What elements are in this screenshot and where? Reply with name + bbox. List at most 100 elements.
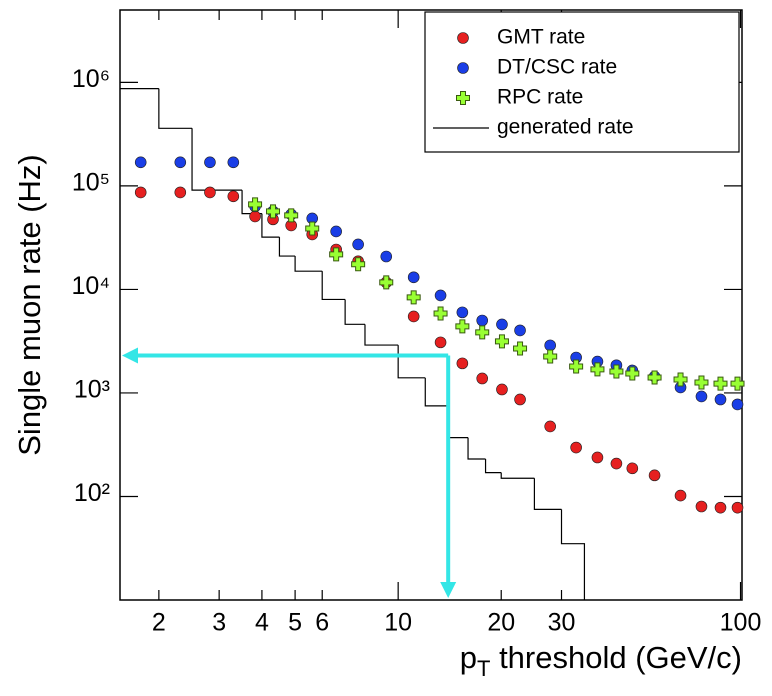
legend-marker <box>457 32 469 44</box>
x-title-sub: T <box>477 656 490 681</box>
data-point <box>433 306 448 321</box>
x-tick-label: 6 <box>315 609 329 637</box>
x-tick-label: 100 <box>720 609 762 637</box>
data-point <box>648 469 661 482</box>
histogram-step <box>261 213 280 238</box>
data-point <box>456 306 469 319</box>
histogram-step <box>294 256 323 272</box>
data-point <box>407 310 420 323</box>
histogram-step <box>533 478 562 511</box>
histogram-step <box>484 459 502 474</box>
data-point <box>406 290 421 305</box>
y-tick-label: 10⁴ <box>71 272 110 300</box>
x-title-rest: threshold (GeV/c) <box>490 640 742 675</box>
data-point <box>330 225 342 238</box>
data-point <box>204 186 216 199</box>
histogram-step <box>278 237 296 257</box>
y-tick-label: 10³ <box>74 376 110 404</box>
data-point <box>714 393 727 406</box>
data-point <box>494 334 509 349</box>
y-tick-label: 10⁵ <box>72 168 110 196</box>
legend-label: DT/CSC rate <box>497 56 617 79</box>
legend-marker <box>457 62 469 74</box>
data-point <box>713 376 728 391</box>
data-point <box>284 208 299 223</box>
data-point <box>610 457 623 470</box>
data-point <box>731 398 744 411</box>
data-point <box>134 156 147 169</box>
data-point <box>266 204 281 219</box>
data-point <box>227 156 240 169</box>
data-point <box>496 383 508 396</box>
data-point <box>351 257 366 272</box>
data-point <box>544 339 556 352</box>
x-tick-label: 10 <box>384 609 412 637</box>
histogram-step <box>500 472 535 479</box>
data-point <box>673 372 688 387</box>
guide-arrowhead-left <box>122 347 138 364</box>
legend-label: RPC rate <box>497 86 583 109</box>
histogram-step <box>321 271 346 301</box>
histogram-step <box>191 128 243 191</box>
data-point <box>204 156 216 169</box>
data-point <box>455 319 470 334</box>
legend-box <box>424 11 740 153</box>
x-axis-title: pT threshold (GeV/c) <box>460 640 742 681</box>
data-point <box>476 372 489 385</box>
histogram-step <box>364 324 399 346</box>
histogram-step <box>560 509 586 600</box>
data-point <box>174 156 187 169</box>
data-point <box>694 375 709 390</box>
data-point <box>674 489 687 502</box>
data-point <box>434 336 447 349</box>
y-tick-label: 10² <box>74 479 110 507</box>
data-point <box>570 441 582 454</box>
data-point <box>380 250 393 263</box>
data-point <box>174 186 187 199</box>
data-point <box>731 501 744 514</box>
data-point <box>248 197 263 212</box>
x-tick-label: 2 <box>152 609 166 637</box>
data-point <box>647 370 662 385</box>
legend-marker <box>456 91 470 105</box>
histogram-step <box>158 88 193 129</box>
data-point <box>227 190 240 203</box>
y-tick-label: 10⁶ <box>72 65 110 93</box>
data-point <box>249 210 261 223</box>
data-point <box>475 325 490 340</box>
histogram-step <box>424 377 449 407</box>
histogram-step <box>467 437 486 460</box>
guide-arrowhead-down <box>440 582 457 598</box>
x-tick-label: 20 <box>487 609 515 637</box>
data-point <box>434 289 447 302</box>
data-point <box>305 221 320 236</box>
data-point <box>591 451 604 464</box>
x-title-base: p <box>460 640 477 675</box>
legend-label: generated rate <box>497 116 634 139</box>
data-point <box>714 501 727 514</box>
data-point <box>456 357 469 370</box>
data-point <box>569 359 584 374</box>
data-point <box>352 238 364 251</box>
data-point <box>609 364 624 379</box>
x-tick-label: 5 <box>288 609 302 637</box>
data-point <box>513 341 528 356</box>
data-point <box>626 462 639 475</box>
data-point <box>476 314 489 327</box>
x-tick-label: 4 <box>255 609 269 637</box>
data-point <box>329 247 344 262</box>
data-point <box>134 186 147 199</box>
plot-frame <box>119 9 743 601</box>
data-point <box>514 324 526 337</box>
data-point <box>514 393 526 406</box>
data-point <box>496 318 508 331</box>
data-point <box>544 420 556 433</box>
data-point <box>407 271 420 284</box>
data-point <box>695 390 708 403</box>
x-tick-label: 30 <box>548 609 576 637</box>
x-tick-label: 3 <box>212 609 226 637</box>
y-axis-title: Single muon rate (Hz) <box>12 154 47 456</box>
legend-label: GMT rate <box>497 26 585 49</box>
data-point <box>543 349 558 364</box>
